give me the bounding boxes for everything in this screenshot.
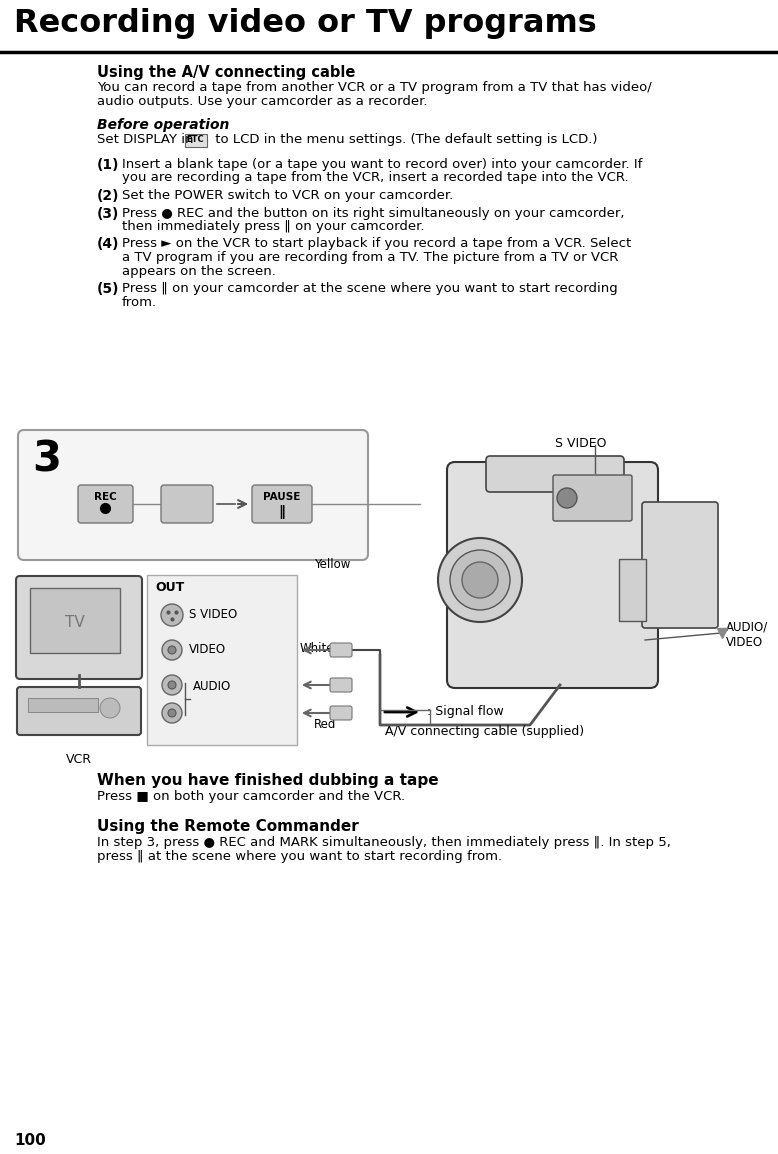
Circle shape: [557, 488, 577, 508]
Circle shape: [161, 604, 183, 625]
Text: : Signal flow: : Signal flow: [427, 705, 503, 718]
Text: Using the Remote Commander: Using the Remote Commander: [97, 819, 359, 834]
Text: Press ‖ on your camcorder at the scene where you want to start recording: Press ‖ on your camcorder at the scene w…: [122, 282, 618, 295]
Text: audio outputs. Use your camcorder as a recorder.: audio outputs. Use your camcorder as a r…: [97, 95, 427, 108]
Bar: [28, 698, 98, 712]
Text: S VIDEO: S VIDEO: [189, 608, 237, 621]
Text: Insert a blank tape (or a tape you want to record over) into your camcorder. If: Insert a blank tape (or a tape you want …: [122, 158, 643, 171]
Text: to LCD in the menu settings. (The default setting is LCD.): to LCD in the menu settings. (The defaul…: [211, 133, 598, 147]
FancyBboxPatch shape: [447, 462, 658, 688]
Text: In step 3, press ● REC and MARK simultaneously, then immediately press ‖. In ste: In step 3, press ● REC and MARK simultan…: [97, 835, 671, 849]
Text: (1): (1): [97, 158, 120, 172]
Circle shape: [450, 550, 510, 610]
Text: AUDIO: AUDIO: [193, 680, 231, 694]
FancyBboxPatch shape: [619, 559, 646, 621]
Text: S VIDEO: S VIDEO: [555, 437, 607, 450]
Text: you are recording a tape from the VCR, insert a recorded tape into the VCR.: you are recording a tape from the VCR, i…: [122, 172, 629, 185]
FancyBboxPatch shape: [330, 706, 352, 720]
Circle shape: [168, 709, 176, 717]
Circle shape: [627, 592, 637, 602]
Text: Set the POWER switch to VCR on your camcorder.: Set the POWER switch to VCR on your camc…: [122, 189, 454, 202]
FancyBboxPatch shape: [330, 643, 352, 657]
Text: (4): (4): [97, 238, 120, 252]
FancyBboxPatch shape: [330, 679, 352, 692]
FancyBboxPatch shape: [642, 502, 718, 628]
Text: Before operation: Before operation: [97, 118, 230, 132]
Text: VCR: VCR: [66, 754, 92, 766]
Circle shape: [162, 703, 182, 724]
Text: VIDEO: VIDEO: [189, 643, 226, 655]
Text: ETC: ETC: [186, 135, 204, 144]
Text: Press ● REC and the button on its right simultaneously on your camcorder,: Press ● REC and the button on its right …: [122, 207, 625, 219]
Text: (5): (5): [97, 282, 120, 295]
Bar: [30, 589, 120, 653]
Text: Press ■ on both your camcorder and the VCR.: Press ■ on both your camcorder and the V…: [97, 790, 405, 803]
Bar: [651, 514, 709, 617]
Circle shape: [100, 698, 120, 718]
Text: PAUSE: PAUSE: [263, 492, 300, 502]
Circle shape: [462, 562, 498, 598]
Text: When you have finished dubbing a tape: When you have finished dubbing a tape: [97, 773, 439, 788]
Bar: [147, 575, 297, 745]
FancyBboxPatch shape: [16, 576, 142, 679]
Text: A/V connecting cable (supplied): A/V connecting cable (supplied): [385, 725, 584, 739]
Text: You can record a tape from another VCR or a TV program from a TV that has video/: You can record a tape from another VCR o…: [97, 81, 652, 93]
Text: a TV program if you are recording from a TV. The picture from a TV or VCR: a TV program if you are recording from a…: [122, 252, 619, 264]
Circle shape: [168, 681, 176, 689]
Text: White: White: [300, 642, 335, 655]
Circle shape: [627, 575, 637, 585]
Text: Press ► on the VCR to start playback if you record a tape from a VCR. Select: Press ► on the VCR to start playback if …: [122, 238, 631, 250]
FancyBboxPatch shape: [553, 475, 632, 520]
Text: then immediately press ‖ on your camcorder.: then immediately press ‖ on your camcord…: [122, 220, 425, 233]
Bar: [185, 134, 207, 147]
Text: 3: 3: [32, 439, 61, 480]
FancyBboxPatch shape: [18, 430, 368, 560]
Text: 100: 100: [14, 1133, 46, 1148]
Text: OUT: OUT: [155, 580, 184, 594]
FancyBboxPatch shape: [252, 485, 312, 523]
Text: REC: REC: [93, 492, 117, 502]
FancyBboxPatch shape: [161, 485, 213, 523]
Text: ‖: ‖: [279, 505, 286, 519]
Text: Using the A/V connecting cable: Using the A/V connecting cable: [97, 65, 356, 80]
Circle shape: [162, 675, 182, 695]
Text: appears on the screen.: appears on the screen.: [122, 264, 276, 277]
FancyBboxPatch shape: [17, 687, 141, 735]
FancyBboxPatch shape: [486, 456, 624, 492]
Text: TV: TV: [65, 615, 85, 630]
Text: (2): (2): [97, 189, 120, 203]
Text: AUDIO/
VIDEO: AUDIO/ VIDEO: [726, 620, 768, 649]
FancyBboxPatch shape: [78, 485, 133, 523]
Circle shape: [162, 640, 182, 660]
Circle shape: [438, 538, 522, 622]
Text: Recording video or TV programs: Recording video or TV programs: [14, 8, 597, 39]
Text: Set DISPLAY in: Set DISPLAY in: [97, 133, 198, 147]
Text: from.: from.: [122, 295, 157, 308]
Text: Yellow: Yellow: [314, 559, 350, 571]
Text: (3): (3): [97, 207, 119, 220]
Text: press ‖ at the scene where you want to start recording from.: press ‖ at the scene where you want to s…: [97, 850, 502, 863]
Text: Red: Red: [314, 718, 336, 730]
Circle shape: [168, 646, 176, 654]
